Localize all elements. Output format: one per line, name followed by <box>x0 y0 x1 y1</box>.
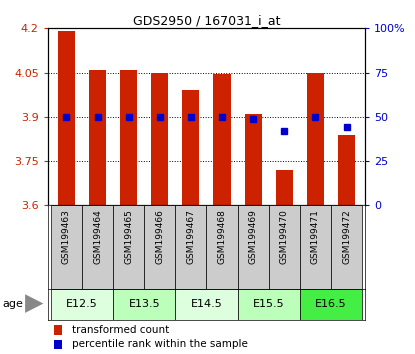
Text: GSM199463: GSM199463 <box>62 210 71 264</box>
Polygon shape <box>25 294 44 313</box>
Bar <box>207 205 237 289</box>
Text: GSM199468: GSM199468 <box>217 210 227 264</box>
Bar <box>82 205 113 289</box>
Text: GSM199469: GSM199469 <box>249 210 258 264</box>
Bar <box>244 114 262 205</box>
Bar <box>237 205 269 289</box>
Bar <box>113 289 176 320</box>
Text: GSM199471: GSM199471 <box>311 210 320 264</box>
Bar <box>51 205 82 289</box>
Bar <box>331 205 362 289</box>
Text: E14.5: E14.5 <box>190 299 222 309</box>
Bar <box>120 70 137 205</box>
Text: E16.5: E16.5 <box>315 299 347 309</box>
Text: GSM199464: GSM199464 <box>93 210 102 264</box>
Text: percentile rank within the sample: percentile rank within the sample <box>71 339 247 349</box>
Text: GSM199466: GSM199466 <box>155 210 164 264</box>
Bar <box>182 90 200 205</box>
Bar <box>176 289 237 320</box>
Bar <box>89 70 106 205</box>
Bar <box>51 289 113 320</box>
Bar <box>58 31 75 205</box>
Text: GSM199472: GSM199472 <box>342 210 351 264</box>
Bar <box>307 73 324 205</box>
Bar <box>276 170 293 205</box>
Bar <box>151 73 168 205</box>
Text: transformed count: transformed count <box>71 325 169 335</box>
Bar <box>269 205 300 289</box>
Text: GSM199467: GSM199467 <box>186 210 195 264</box>
Bar <box>300 205 331 289</box>
Bar <box>54 325 62 335</box>
Title: GDS2950 / 167031_i_at: GDS2950 / 167031_i_at <box>133 14 280 27</box>
Bar <box>113 205 144 289</box>
Text: age: age <box>2 299 23 309</box>
Text: E15.5: E15.5 <box>253 299 285 309</box>
Bar <box>213 74 231 205</box>
Text: GSM199465: GSM199465 <box>124 210 133 264</box>
Text: GSM199470: GSM199470 <box>280 210 289 264</box>
Text: E13.5: E13.5 <box>128 299 160 309</box>
Bar <box>300 289 362 320</box>
Bar <box>176 205 207 289</box>
Text: E12.5: E12.5 <box>66 299 98 309</box>
Bar <box>54 339 62 349</box>
Bar <box>144 205 176 289</box>
Bar <box>338 135 355 205</box>
Bar <box>237 289 300 320</box>
